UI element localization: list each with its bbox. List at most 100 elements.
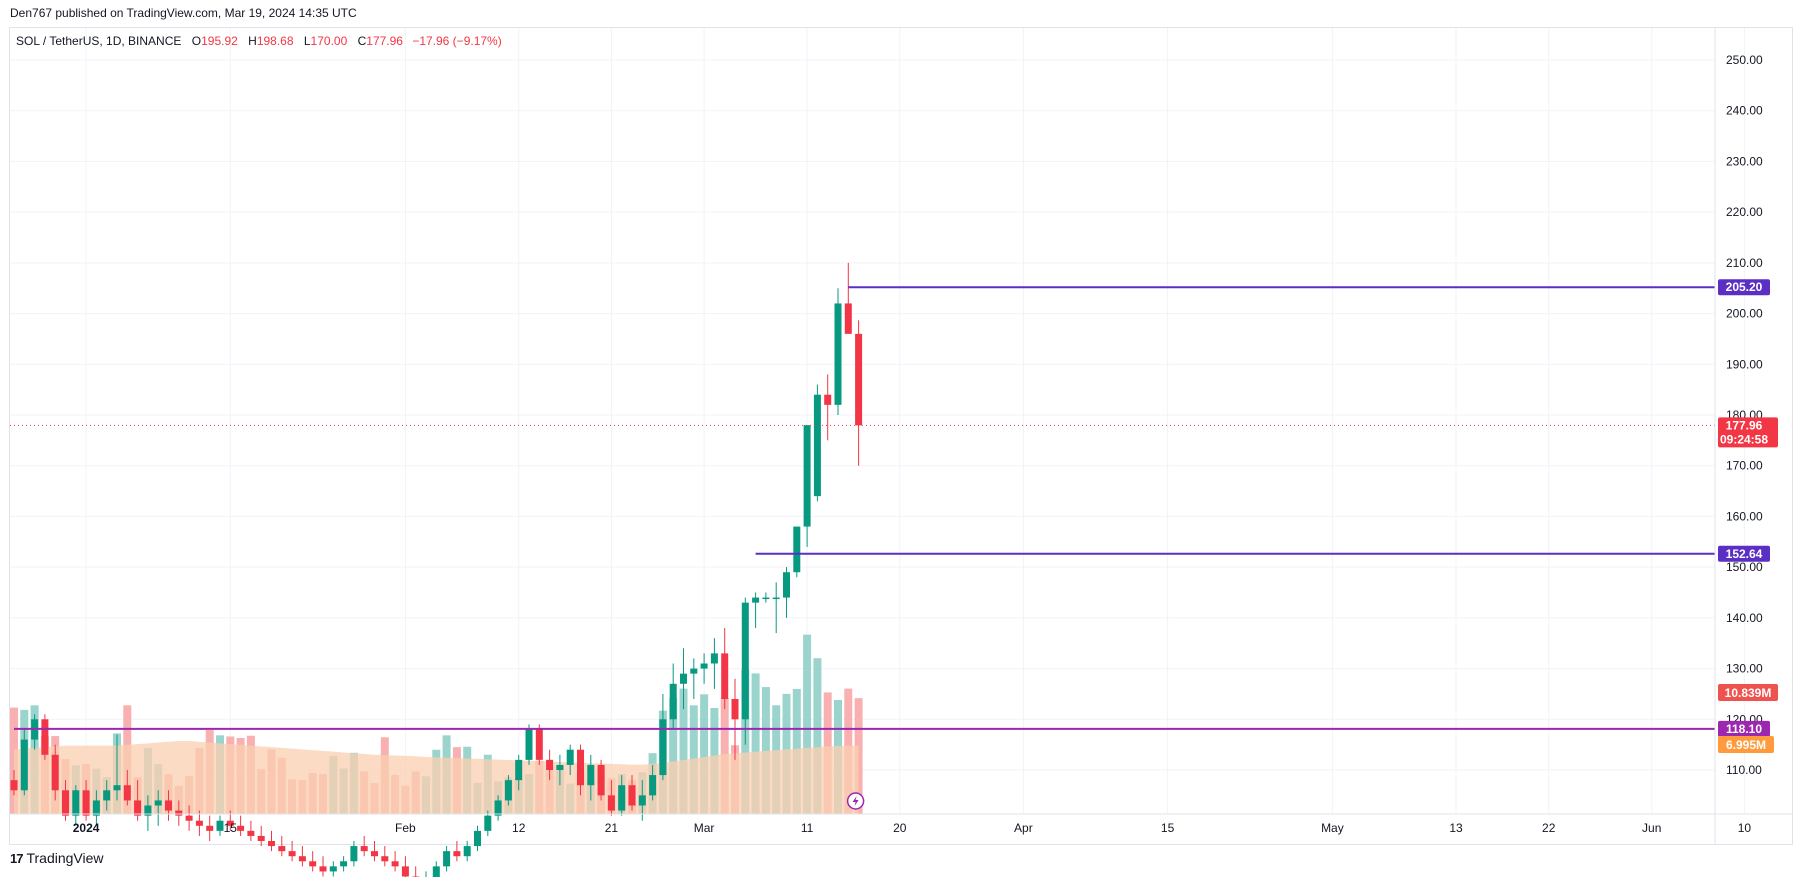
- candle-body: [154, 800, 162, 806]
- low-value: 170.00: [310, 34, 348, 48]
- y-tick-label: 210.00: [1726, 256, 1763, 270]
- candle-body: [432, 866, 440, 877]
- tradingview-logo[interactable]: 17 TradingView: [10, 850, 104, 866]
- x-tick-label: 11: [801, 821, 814, 835]
- candle-body: [556, 764, 564, 770]
- candle-body: [51, 754, 59, 791]
- symbol-legend[interactable]: SOL / TetherUS, 1D, BINANCE O195.92 H198…: [16, 34, 502, 48]
- candle-body: [741, 602, 749, 720]
- open-label: O: [191, 34, 202, 48]
- chart-grid: [10, 28, 1745, 814]
- candle-body: [710, 653, 718, 664]
- y-tick-label: 110.00: [1726, 763, 1762, 777]
- candle-body: [638, 795, 646, 806]
- volume-bar: [669, 698, 678, 814]
- close-value: 177.96: [366, 34, 403, 48]
- close-label: C: [357, 34, 367, 48]
- x-tick-label: Apr: [1014, 821, 1033, 835]
- candle-body: [484, 815, 492, 831]
- last-price-label: 177.96: [1726, 418, 1763, 432]
- candle-body: [72, 790, 80, 816]
- candle-body: [772, 597, 780, 600]
- candle-body: [525, 729, 533, 760]
- candle-body: [278, 846, 286, 852]
- candle-body: [216, 820, 224, 831]
- level-badge: [1718, 545, 1770, 562]
- x-tick-label: 10: [1738, 821, 1752, 835]
- candle-body: [515, 759, 523, 781]
- candle-body: [690, 668, 698, 674]
- candle-body: [257, 835, 265, 841]
- candle-body: [443, 851, 451, 867]
- candle-body: [206, 825, 214, 831]
- y-tick-label: 220.00: [1726, 205, 1763, 219]
- candle-body: [597, 764, 605, 796]
- candle-body: [504, 780, 512, 801]
- axis-layer: 110.00120.00130.00140.00150.00160.00170.…: [10, 28, 1793, 845]
- candle-body: [453, 851, 461, 857]
- last-price-badge: [1718, 417, 1778, 448]
- candle-body: [669, 683, 677, 720]
- x-tick-label: 20: [893, 821, 907, 835]
- candle-body: [226, 820, 234, 826]
- level-layer: [10, 286, 1715, 730]
- candle-body: [855, 333, 863, 426]
- volume-bar: [679, 688, 688, 814]
- candle-body: [113, 785, 121, 791]
- candle-body: [803, 425, 811, 527]
- candle-body: [618, 785, 626, 811]
- candle-body: [566, 749, 574, 765]
- x-tick-label: Mar: [694, 821, 715, 835]
- x-tick-label: 22: [1542, 821, 1556, 835]
- level-badge-label: 118.10: [1726, 722, 1762, 736]
- candle-body: [463, 846, 471, 857]
- candle-body: [165, 800, 172, 811]
- candle-body: [329, 866, 337, 872]
- candle-body: [628, 785, 636, 806]
- tradingview-logo-icon: 17: [10, 850, 24, 866]
- x-tick-label: 21: [605, 821, 619, 835]
- candle-body: [82, 790, 90, 816]
- tradingview-logo-text: TradingView: [26, 850, 104, 866]
- candle-body: [185, 815, 193, 821]
- y-tick-label: 240.00: [1726, 104, 1763, 118]
- candle-body: [752, 597, 760, 603]
- volume-bar: [813, 658, 822, 814]
- candle-body: [298, 856, 306, 862]
- candle-body: [41, 719, 49, 755]
- candle-body: [360, 846, 368, 852]
- y-tick-label: 230.00: [1726, 154, 1763, 168]
- candle-body: [659, 719, 667, 776]
- symbol-label: SOL / TetherUS, 1D, BINANCE: [16, 34, 182, 48]
- candle-body: [319, 866, 327, 872]
- x-tick-label: Jun: [1642, 821, 1661, 835]
- candle-body: [103, 790, 111, 801]
- high-value: 198.68: [256, 34, 294, 48]
- candle-body: [391, 861, 399, 867]
- publish-line: Den767 published on TradingView.com, Mar…: [10, 6, 357, 20]
- candle-body: [762, 597, 770, 600]
- chart-frame[interactable]: [9, 27, 1793, 845]
- candle-body: [10, 780, 18, 791]
- candle-body: [546, 759, 554, 770]
- volume-ma-badge-label: 6.995M: [1726, 738, 1766, 752]
- change-value: −17.96 (−9.17%): [412, 34, 502, 48]
- x-tick-label: Feb: [395, 821, 416, 835]
- candle-body: [649, 775, 657, 796]
- level-badge-label: 205.20: [1726, 280, 1763, 294]
- y-tick-label: 140.00: [1726, 611, 1763, 625]
- level-badge: [1718, 720, 1770, 737]
- candle-body: [700, 663, 708, 669]
- x-tick-label: May: [1321, 821, 1344, 835]
- candle-body: [247, 830, 255, 836]
- volume-ma-badge: [1718, 736, 1774, 753]
- candle-body: [144, 805, 152, 816]
- y-tick-label: 250.00: [1726, 53, 1763, 67]
- countdown-label: 09:24:58: [1720, 432, 1768, 446]
- volume-badge: [1718, 684, 1778, 701]
- candle-body: [535, 729, 543, 760]
- candle-body: [731, 699, 739, 720]
- volume-bar: [803, 634, 812, 814]
- candle-body: [587, 764, 595, 786]
